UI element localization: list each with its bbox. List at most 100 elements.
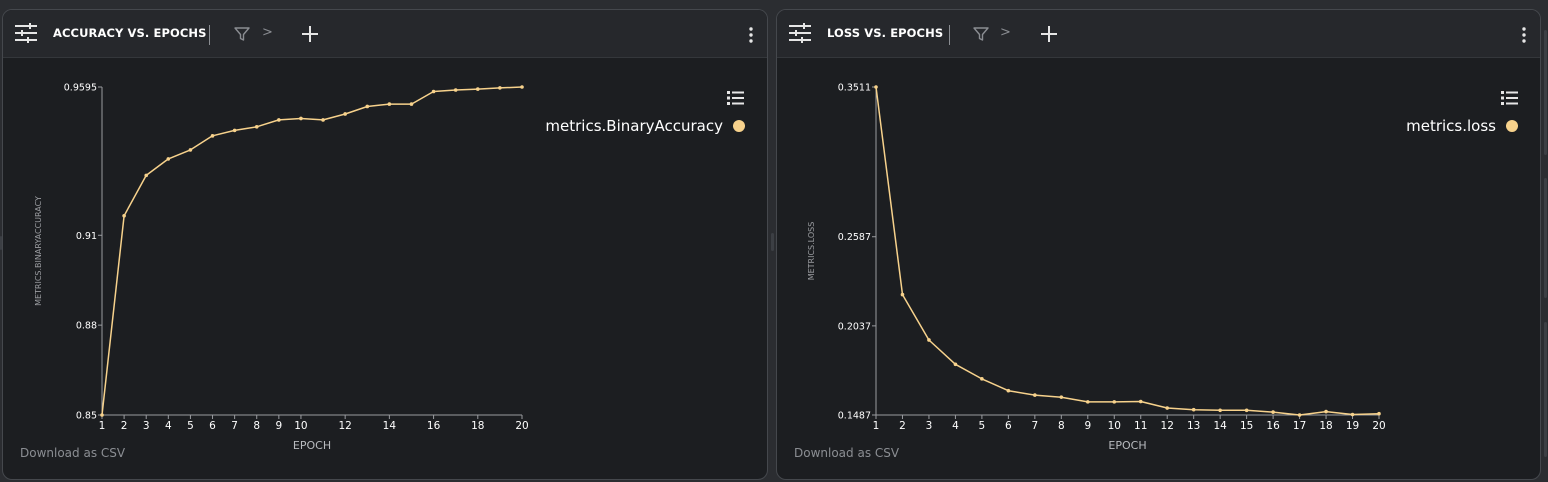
x-tick-label: 20: [1372, 420, 1385, 432]
legend-label: metrics.BinaryAccuracy: [545, 117, 723, 135]
x-tick-label: 4: [952, 420, 959, 432]
sliders-icon[interactable]: [788, 22, 812, 44]
x-tick-label: 18: [1319, 420, 1332, 432]
header-divider: [209, 25, 210, 45]
data-point: [953, 362, 958, 367]
accuracy-panel: ACCURACY VS. EPOCHS > 0.85 0.88 0.91 0.9595…: [2, 9, 768, 480]
x-tick-label: 3: [926, 420, 933, 432]
kebab-menu-icon[interactable]: [1522, 26, 1526, 44]
x-tick-label: 1: [99, 420, 106, 432]
data-point: [321, 118, 325, 122]
data-point: [927, 338, 931, 342]
x-tick-label: 16: [1266, 420, 1280, 432]
chevron-right-icon[interactable]: >: [1000, 25, 1011, 40]
x-tick-label: 10: [1108, 420, 1121, 432]
scroll-indicator-right-lower[interactable]: [1544, 178, 1547, 298]
download-csv-link[interactable]: Download as CSV: [794, 446, 900, 460]
data-point: [1350, 412, 1355, 417]
x-tick-label: 2: [121, 420, 128, 432]
data-point: [1377, 411, 1381, 416]
data-point: [520, 85, 524, 89]
plus-icon[interactable]: [301, 25, 319, 43]
data-point: [122, 214, 126, 218]
x-tick-label: 7: [1031, 420, 1038, 432]
data-point: [900, 292, 905, 297]
series-line: [101, 86, 523, 416]
x-tick-label: 2: [899, 420, 906, 432]
x-tick-label: 16: [427, 420, 441, 432]
x-axis-label: EPOCH: [1108, 439, 1146, 452]
list-icon[interactable]: [1501, 91, 1518, 105]
legend-swatch: [733, 120, 745, 132]
x-tick-label: 9: [1084, 420, 1091, 432]
kebab-menu-icon[interactable]: [749, 26, 753, 44]
data-point: [1059, 395, 1064, 399]
data-point: [343, 112, 347, 116]
x-tick-label: 14: [383, 420, 397, 432]
data-point: [210, 134, 215, 138]
x-tick-label: 7: [231, 420, 238, 432]
x-tick-label: 5: [187, 420, 194, 432]
data-point: [254, 125, 259, 129]
x-tick-label: 6: [1005, 420, 1012, 432]
data-point: [299, 116, 303, 121]
data-point: [100, 413, 104, 417]
chart-title: LOSS VS. EPOCHS: [827, 26, 944, 40]
chart-title: ACCURACY VS. EPOCHS: [53, 26, 207, 40]
x-tick-label: 4: [165, 420, 172, 432]
x-tick-label: 14: [1213, 420, 1227, 432]
x-tick-label: 20: [515, 420, 528, 432]
data-point: [453, 88, 458, 92]
data-point: [1033, 393, 1037, 397]
data-point: [1218, 408, 1222, 413]
legend-swatch: [1506, 120, 1518, 132]
data-point: [409, 102, 414, 106]
data-point: [277, 118, 281, 122]
y-axis-label: METRICS.LOSS: [807, 222, 816, 281]
data-point: [365, 104, 370, 109]
x-tick-label: 13: [1187, 420, 1200, 432]
x-tick-label: 18: [471, 420, 484, 432]
data-point: [980, 377, 984, 381]
resize-handle-middle[interactable]: [771, 233, 774, 251]
y-tick-label: 0.88: [76, 321, 97, 332]
plus-icon[interactable]: [1040, 25, 1058, 43]
filter-icon[interactable]: [973, 26, 989, 42]
x-tick-label: 8: [1058, 420, 1065, 432]
chevron-right-icon[interactable]: >: [262, 25, 273, 40]
panel-header: ACCURACY VS. EPOCHS >: [3, 10, 767, 58]
scroll-indicator-right[interactable]: [1544, 30, 1547, 155]
y-tick-label: 0.3511: [838, 83, 871, 94]
data-point: [1165, 406, 1170, 410]
list-icon[interactable]: [727, 91, 744, 105]
x-tick-label: 5: [979, 420, 986, 432]
loss-panel: LOSS VS. EPOCHS > 0.1487 0.2037 0.2587 0.35…: [776, 9, 1541, 480]
x-tick-label: 17: [1293, 420, 1306, 432]
legend-entry[interactable]: metrics.BinaryAccuracy: [545, 117, 745, 135]
x-tick-label: 6: [209, 420, 216, 432]
sliders-icon[interactable]: [14, 22, 38, 44]
y-tick-label: 0.9595: [64, 83, 97, 94]
data-point: [1324, 409, 1328, 414]
legend-entry[interactable]: metrics.loss: [1406, 117, 1518, 135]
y-axis-label: METRICS.BINARYACCURACY: [34, 196, 43, 306]
x-tick-label: 1: [873, 420, 880, 432]
y-tick-label: 0.91: [76, 231, 97, 242]
data-point: [1138, 399, 1143, 404]
filter-icon[interactable]: [234, 26, 250, 42]
x-tick-label: 9: [275, 420, 282, 432]
data-point: [387, 102, 392, 106]
y-tick-label: 0.2037: [838, 321, 871, 332]
data-point: [874, 85, 878, 89]
y-tick-label: 0.1487: [838, 411, 871, 422]
data-point: [188, 148, 193, 152]
resize-handle-left[interactable]: [0, 236, 2, 250]
y-tick-label: 0.2587: [838, 232, 871, 243]
header-divider: [949, 25, 950, 45]
scroll-indicator-right-bottom[interactable]: [1544, 322, 1547, 457]
series-line: [875, 86, 1380, 416]
download-csv-link[interactable]: Download as CSV: [20, 446, 126, 460]
data-point: [166, 157, 171, 161]
